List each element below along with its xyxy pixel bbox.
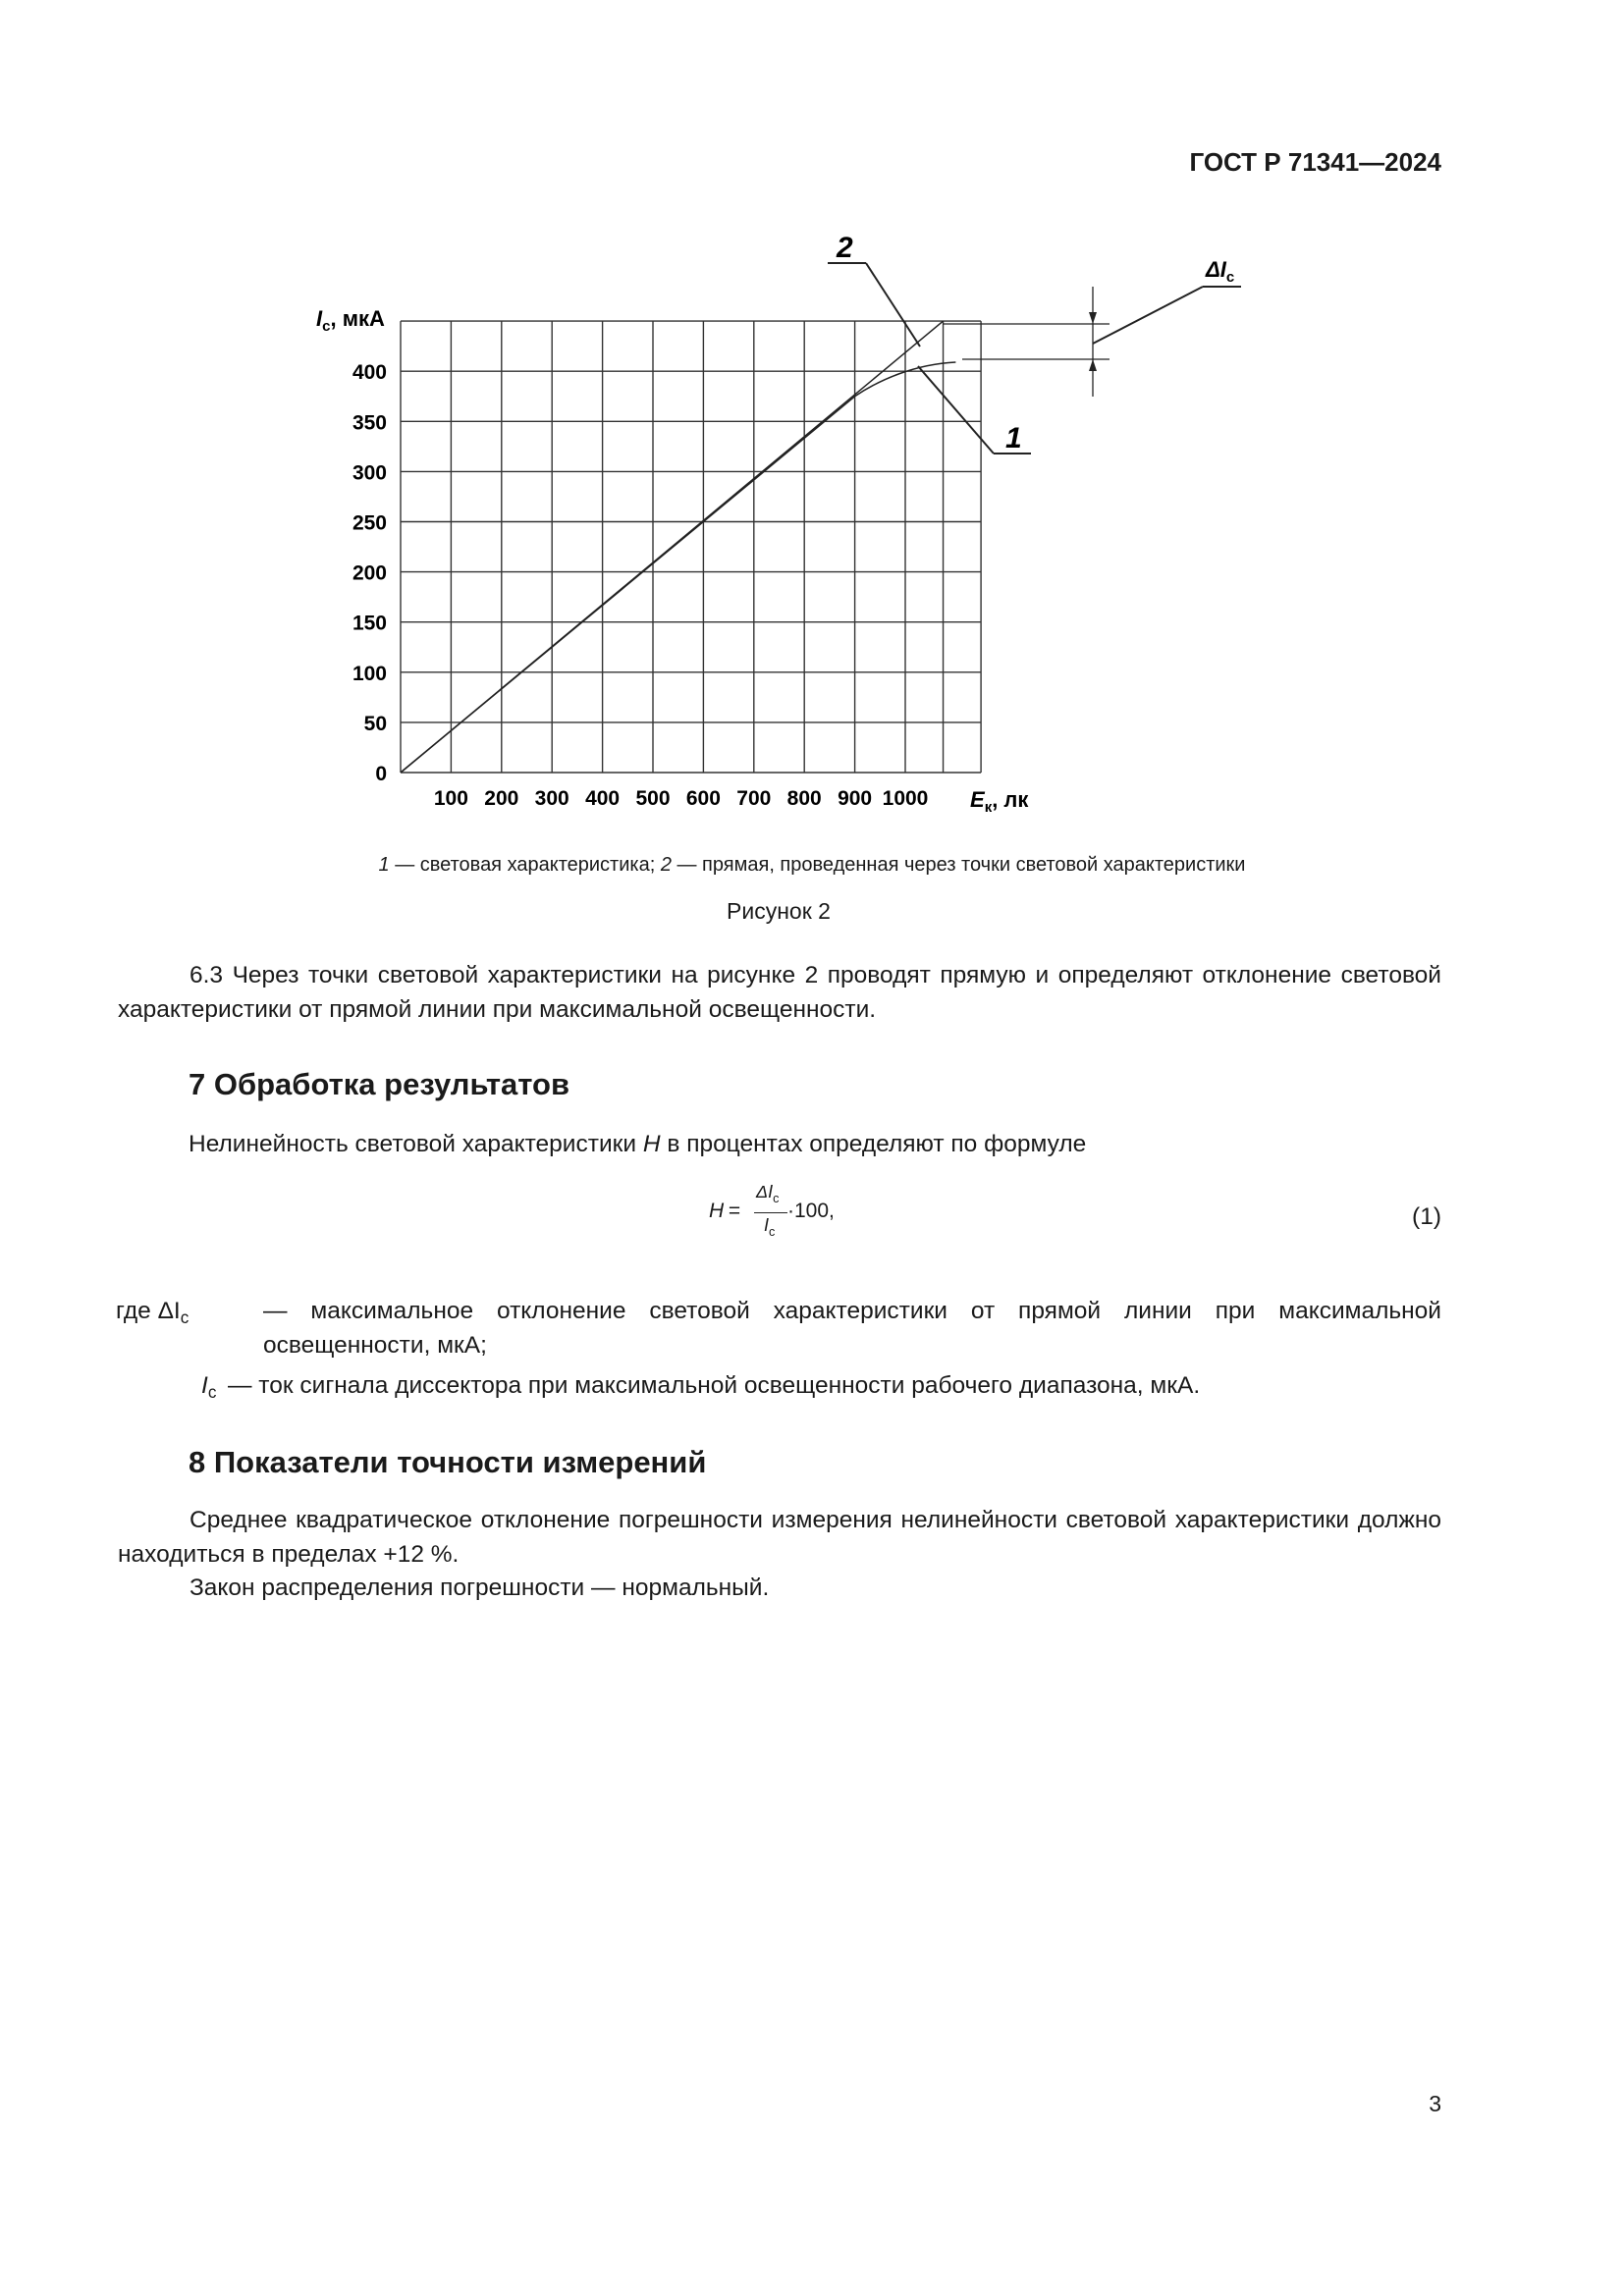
x-tick-label: 1000: [883, 787, 929, 810]
y-tick-label: 400: [352, 361, 387, 384]
x-axis-label: Eк, лк: [970, 787, 1029, 816]
y-tick-label: 0: [375, 763, 387, 785]
y-tick-label: 200: [352, 562, 387, 585]
chart-ticks: 100 200 300 400 500 600 700 800 900 1000 0 50 100 150…: [352, 361, 928, 810]
x-tick-label: 300: [535, 787, 569, 810]
y-tick-label: 350: [352, 411, 387, 434]
callout-2-label: 2: [836, 232, 853, 264]
paragraph-8-a: Среднее квадратическое отклонение погреш…: [118, 1507, 1441, 1568]
paragraph-7-intro: Нелинейность световой характеристики H в…: [189, 1131, 1087, 1157]
series-line-1: [400, 361, 956, 774]
page-number: 3: [1429, 2091, 1441, 2116]
x-tick-label: 600: [686, 787, 721, 810]
heading-section-8: 8 Показатели точности измерений: [189, 1445, 707, 1479]
where-var-ic: Ic: [201, 1372, 217, 1402]
y-tick-label: 300: [352, 461, 387, 484]
where-def-ic: — ток сигнала диссектора при максимально…: [228, 1372, 1201, 1399]
callout-2-leader: [865, 262, 921, 347]
x-tick-label: 700: [736, 787, 771, 810]
figure-2-chart: 100 200 300 400 500 600 700 800 900 1000 0 50 100 150…: [316, 232, 1241, 816]
y-tick-label: 250: [352, 512, 387, 535]
chart-grid: [400, 320, 982, 774]
paragraph-8-b: Закон распределения погрешности — нормал…: [189, 1575, 770, 1601]
heading-section-7: 7 Обработка результатов: [189, 1067, 570, 1101]
delta-leader: [1092, 286, 1204, 345]
x-tick-label: 500: [635, 787, 670, 810]
callout-1-label: 1: [1005, 422, 1022, 454]
where-def-delta: — максимальное отклонение световой харак…: [263, 1298, 1441, 1359]
figure-title: Рисунок 2: [727, 898, 831, 924]
x-tick-label: 900: [838, 787, 872, 810]
y-tick-label: 50: [364, 713, 387, 735]
delta-arrows: [1089, 312, 1097, 371]
x-tick-label: 800: [787, 787, 822, 810]
x-tick-label: 100: [434, 787, 468, 810]
where-lead: где ΔIc: [116, 1298, 189, 1327]
document-id: ГОСТ Р 71341—2024: [1189, 147, 1441, 177]
callout-1-leader: [917, 365, 995, 454]
formula-number: (1): [1412, 1203, 1441, 1230]
paragraph-6-3: 6.3 Через точки световой характеристики …: [118, 962, 1441, 1023]
chart-series: [400, 320, 956, 774]
x-tick-label: 200: [484, 787, 518, 810]
delta-label: ΔIc: [1205, 257, 1234, 286]
y-axis-label: Ic, мкА: [316, 306, 385, 335]
x-tick-label: 400: [585, 787, 620, 810]
y-tick-label: 150: [352, 613, 387, 635]
figure-caption: 1 — световая характеристика; 2 — прямая,…: [378, 854, 1246, 876]
y-tick-label: 100: [352, 663, 387, 685]
